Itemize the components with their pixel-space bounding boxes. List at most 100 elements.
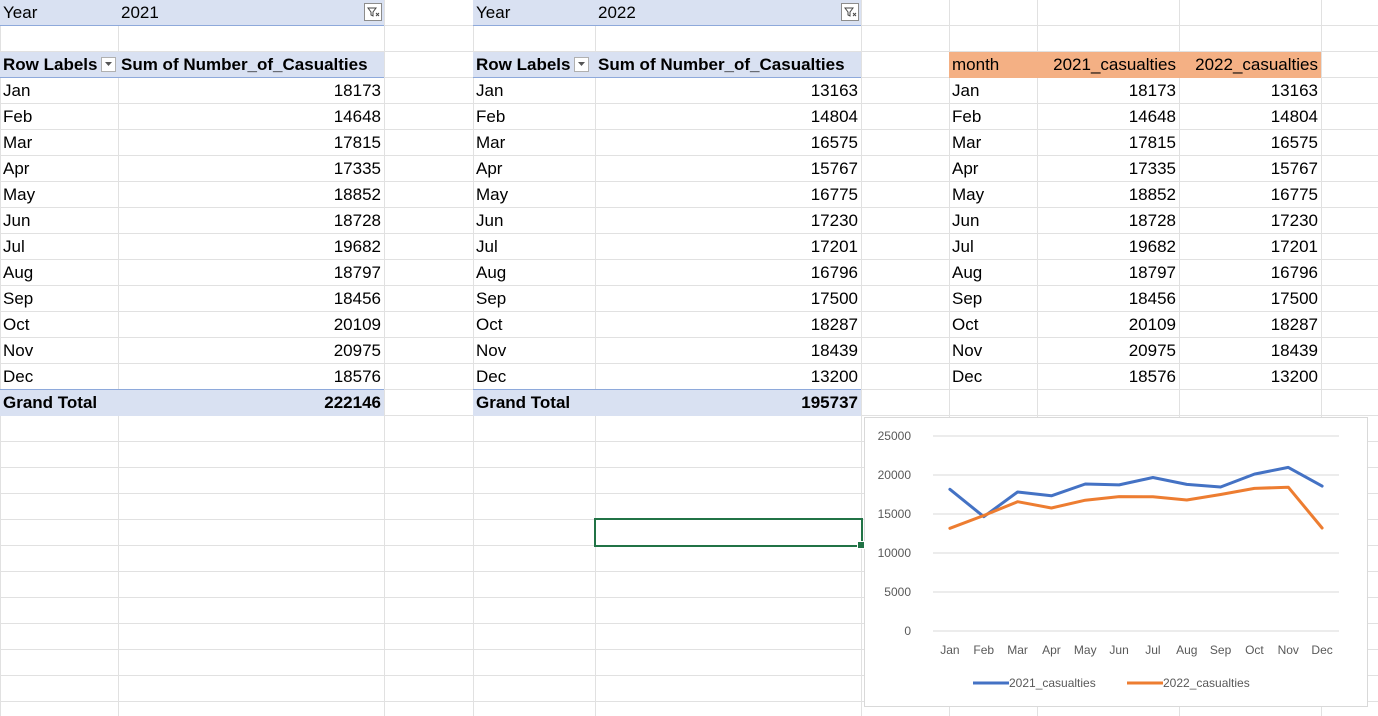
pivot-2021-grand-total-value: 222146 <box>118 390 384 416</box>
data-point <box>1084 499 1087 502</box>
summary-cell-2021: 18852 <box>1128 185 1176 204</box>
summary-cell-2022: 14804 <box>1270 107 1318 126</box>
summary-cell-month: Dec <box>952 367 983 386</box>
pivot-row-value: 16796 <box>810 263 858 282</box>
pivot-row-month: Jan <box>476 81 504 100</box>
summary-cell-2022: 18287 <box>1270 315 1318 334</box>
data-point <box>1321 527 1324 530</box>
pivot-row-month: Aug <box>476 263 507 282</box>
data-point <box>1118 483 1121 486</box>
line-chart-canvas: 25000 20000 15000 10000 5000 0 Jan Feb Mar Apr May… <box>878 429 1339 690</box>
pivot-row-month: Apr <box>476 159 503 178</box>
x-tick-label: Jan <box>940 643 959 657</box>
summary-cell-2021: 18173 <box>1128 81 1176 100</box>
summary-cell-2022: 18439 <box>1270 341 1318 360</box>
pivot-row-month: Oct <box>476 315 503 334</box>
summary-cell-month: Aug <box>952 263 983 282</box>
pivot-row-month: Dec <box>3 367 34 386</box>
pivot-row-month: Nov <box>3 341 34 360</box>
summary-cell-month: Jun <box>952 211 980 230</box>
summary-cell-2021: 18728 <box>1128 211 1176 230</box>
series-line-2021_casualties <box>948 465 1324 519</box>
data-point <box>1151 476 1154 479</box>
data-point <box>1185 498 1188 501</box>
fill-handle[interactable] <box>857 541 865 549</box>
x-tick-label: Oct <box>1245 643 1264 657</box>
pivot-row-value: 18439 <box>810 341 858 360</box>
y-tick-label: 15000 <box>878 507 912 521</box>
pivot-2021-value-header: Sum of Number_of_Casualties <box>118 52 384 78</box>
summary-cell-month: Apr <box>952 159 979 178</box>
pivot-row-value: 18728 <box>333 211 381 230</box>
summary-cell-month: Sep <box>952 289 983 308</box>
summary-cell-month: Feb <box>952 107 982 126</box>
dropdown-arrow-icon[interactable] <box>101 56 117 72</box>
pivot-2022-filter-value[interactable]: 2022 <box>595 0 861 26</box>
x-tick-label: Aug <box>1176 643 1197 657</box>
pivot-row-month: Nov <box>476 341 507 360</box>
data-point <box>948 527 951 530</box>
summary-cell-2022: 17500 <box>1270 289 1318 308</box>
pivot-row-value: 20109 <box>333 315 381 334</box>
y-tick-label: 25000 <box>878 429 912 443</box>
filter-funnel-icon[interactable] <box>841 3 859 21</box>
pivot-2021-filter-value[interactable]: 2021 <box>118 0 384 26</box>
summary-cell-2021: 19682 <box>1128 237 1176 256</box>
pivot-2021-filter-label: Year <box>0 0 118 26</box>
dropdown-arrow-icon[interactable] <box>574 56 590 72</box>
pivot-row-month: Sep <box>3 289 34 308</box>
active-cell-selection[interactable] <box>594 518 865 549</box>
pivot-row-month: Jun <box>476 211 504 230</box>
summary-cell-2022: 17230 <box>1270 211 1318 230</box>
summary-cell-month: Nov <box>952 341 983 360</box>
pivot-2022-grand-total-label: Grand Total <box>473 390 595 416</box>
x-tick-label: Jul <box>1145 643 1160 657</box>
summary-cell-2022: 17201 <box>1270 237 1318 256</box>
pivot-row-month: Feb <box>3 107 33 126</box>
pivot-row-value: 17201 <box>810 237 858 256</box>
pivot-row-month: Aug <box>3 263 34 282</box>
summary-cell-2022: 16775 <box>1270 185 1318 204</box>
pivot-row-value: 18576 <box>333 367 381 386</box>
data-point <box>1084 482 1087 485</box>
pivot-row-month: Mar <box>3 133 33 152</box>
summary-cell-2021: 18456 <box>1128 289 1176 308</box>
x-tick-label: Nov <box>1278 643 1299 657</box>
line-chart[interactable]: 25000 20000 15000 10000 5000 0 Jan Feb Mar Apr May… <box>864 417 1368 707</box>
pivot-2021-row-labels-header[interactable]: Row Labels <box>0 52 118 78</box>
pivot-row-month: Dec <box>476 367 507 386</box>
pivot-row-value: 17230 <box>810 211 858 230</box>
pivot-row-month: Jan <box>3 81 31 100</box>
pivot-row-value: 13163 <box>810 81 858 100</box>
data-point <box>1287 466 1290 469</box>
summary-header-2022: 2022_casualties <box>1179 52 1321 78</box>
pivot-row-month: Jun <box>3 211 31 230</box>
x-tick-label: Feb <box>973 643 994 657</box>
pivot-row-value: 17500 <box>810 289 858 308</box>
data-point <box>1118 495 1121 498</box>
summary-cell-2022: 16796 <box>1270 263 1318 282</box>
pivot-row-month: May <box>3 185 36 204</box>
data-point <box>1219 486 1222 489</box>
y-tick-label: 10000 <box>878 546 912 560</box>
x-tick-label: Dec <box>1311 643 1332 657</box>
summary-cell-2021: 17815 <box>1128 133 1176 152</box>
summary-cell-2022: 13163 <box>1270 81 1318 100</box>
x-tick-label: Sep <box>1210 643 1232 657</box>
pivot-2022-row-labels-header[interactable]: Row Labels <box>473 52 595 78</box>
data-point <box>1185 483 1188 486</box>
filter-funnel-icon[interactable] <box>364 3 382 21</box>
data-point <box>1050 494 1053 497</box>
data-point <box>1016 491 1019 494</box>
summary-cell-month: Jul <box>952 237 974 256</box>
data-point <box>948 488 951 491</box>
y-tick-label: 5000 <box>884 585 911 599</box>
pivot-row-value: 13200 <box>810 367 858 386</box>
summary-cell-month: Jan <box>952 81 980 100</box>
summary-header-2021: 2021_casualties <box>1037 52 1179 78</box>
pivot-2022-value-header: Sum of Number_of_Casualties <box>595 52 861 78</box>
pivot-row-month: Apr <box>3 159 30 178</box>
pivot-row-value: 17335 <box>333 159 381 178</box>
data-point <box>1016 500 1019 503</box>
pivot-2022-filter-label: Year <box>473 0 595 26</box>
